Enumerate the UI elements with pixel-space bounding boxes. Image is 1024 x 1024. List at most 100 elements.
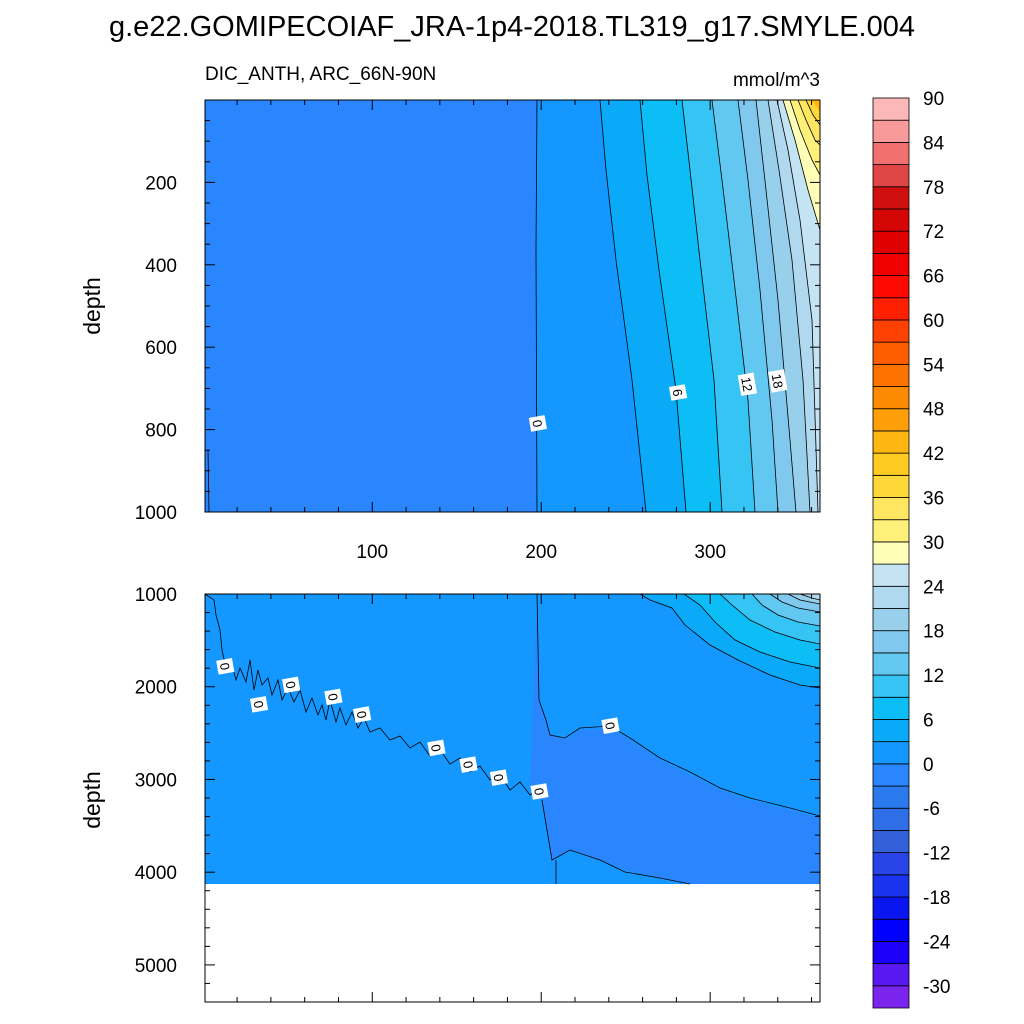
lower-contour-fill [205,594,820,1002]
upper-y-tick-label: 400 [145,256,177,277]
colorbar-tick-label: -30 [923,977,950,998]
colorbar-tick-label: 30 [923,533,944,554]
colorbar-swatch [872,874,910,898]
lower-contour-lines [205,594,820,885]
colorbar-swatch [872,807,910,831]
units-label: mmol/m^3 [733,70,820,91]
colorbar-swatch [872,341,910,365]
colorbar-tick-label: 66 [923,267,944,288]
lower-y-tick-label: 4000 [135,863,177,884]
upper-y-tick-label: 200 [145,173,177,194]
colorbar-swatch [872,896,910,920]
lower-y-tick-label: 1000 [135,585,177,606]
colorbar-swatch [872,164,910,188]
lower-contour-label: 0 [601,717,620,734]
colorbar-swatch [872,985,910,1009]
upper-x-tick-label: 300 [694,542,726,563]
colorbar-swatch [872,319,910,343]
colorbar-swatch [872,852,910,876]
lower-contour-label: 0 [249,696,269,713]
lower-contour-label: 0 [216,658,235,675]
lower-contour-label: 0 [459,756,478,773]
upper-x-tick-label: 200 [525,542,557,563]
svg-text:0: 0 [529,419,545,429]
colorbar-swatch [872,696,910,720]
colorbar-swatch [872,674,910,698]
lower-axis-ticks: 1000 2000 3000 4000 5000 [135,585,820,1002]
colorbar-swatch [872,918,910,942]
colorbar-swatch [872,430,910,454]
colorbar-swatch [872,497,910,521]
lower-contour-label: 0 [282,676,301,694]
lower-y-tick-label: 3000 [135,770,177,791]
svg-text:12: 12 [738,376,755,393]
colorbar-tick-label: -12 [923,844,950,865]
colorbar-swatch [872,97,910,121]
upper-contour-label: 6 [668,384,688,401]
svg-text:0: 0 [602,721,618,731]
colorbar-tick-label: 54 [923,355,945,376]
colorbar-tick-label: 48 [923,400,944,421]
svg-text:0: 0 [251,700,267,710]
upper-y-tick-label: 600 [145,338,177,359]
colorbar-swatch [872,541,910,565]
colorbar-swatch [872,963,910,987]
upper-x-tick-label: 100 [356,542,388,563]
upper-variable-label: DIC_ANTH, ARC_66N-90N [205,64,436,85]
colorbar-tick-label: -18 [923,888,950,909]
colorbar-swatch [872,230,910,254]
svg-text:0: 0 [325,692,341,702]
colorbar-tick-label: 42 [923,444,944,465]
upper-y-tick-label: 1000 [135,503,177,524]
upper-contour-label: 12 [737,372,758,397]
svg-text:6: 6 [670,388,686,398]
upper-contour-label: 18 [768,369,788,393]
svg-text:0: 0 [354,710,370,720]
colorbar: -30 -24 -18 -12 -6 0 6 12 18 24 30 36 42 48 54 60 66 72 78… [872,89,951,1009]
colorbar-tick-label: 12 [923,666,944,687]
upper-panel: 0 6 12 18 200 400 600 800 1000 100 200 300 DIC_ANT… [79,64,821,563]
svg-text:0: 0 [217,662,233,672]
lower-contour-label: 0 [530,783,549,800]
colorbar-swatch [872,386,910,410]
colorbar-swatch [872,608,910,632]
colorbar-swatch [872,408,910,432]
colorbar-swatch [872,719,910,743]
colorbar-swatch [872,741,910,765]
colorbar-tick-label: 0 [923,755,934,776]
colorbar-swatch [872,474,910,498]
colorbar-swatch [872,119,910,143]
svg-text:0: 0 [531,787,547,797]
lower-contour-label: 0 [427,739,446,757]
upper-axis-ticks: 200 400 600 800 1000 100 200 300 [135,100,820,563]
colorbar-swatch [872,208,910,232]
svg-text:0: 0 [283,680,299,690]
svg-text:18: 18 [769,373,786,390]
colorbar-swatch [872,785,910,809]
colorbar-swatch [872,519,910,543]
lower-contour-label: 0 [489,769,509,786]
lower-y-tick-label: 5000 [135,956,177,977]
colorbar-swatch [872,941,910,965]
colorbar-swatch [872,252,910,276]
svg-text:0: 0 [460,760,476,770]
colorbar-swatch [872,630,910,654]
colorbar-tick-label: -24 [923,932,951,953]
upper-contour-lines [207,100,820,512]
figure-title: g.e22.GOMIPECOIAF_JRA-1p4-2018.TL319_g17… [109,11,915,43]
colorbar-tick-label: 36 [923,489,944,510]
colorbar-swatch [872,297,910,321]
svg-text:0: 0 [428,743,444,753]
upper-y-tick-label: 800 [145,421,177,442]
colorbar-tick-label: 24 [923,577,945,598]
colorbar-swatch [872,141,910,165]
colorbar-swatch [872,763,910,787]
lower-contour-label: 0 [324,688,343,706]
lower-contour-labels: 0 0 0 0 0 0 0 0 0 0 [216,658,620,800]
upper-y-axis-label: depth [79,277,105,335]
colorbar-swatch [872,452,910,476]
lower-y-axis-label: depth [79,771,105,829]
lower-panel: 0 0 0 0 0 0 0 0 0 0 1000 2000 3000 4000 5000 depth [79,585,821,1003]
upper-contour-label: 0 [528,415,547,432]
colorbar-tick-label: 6 [923,710,934,731]
